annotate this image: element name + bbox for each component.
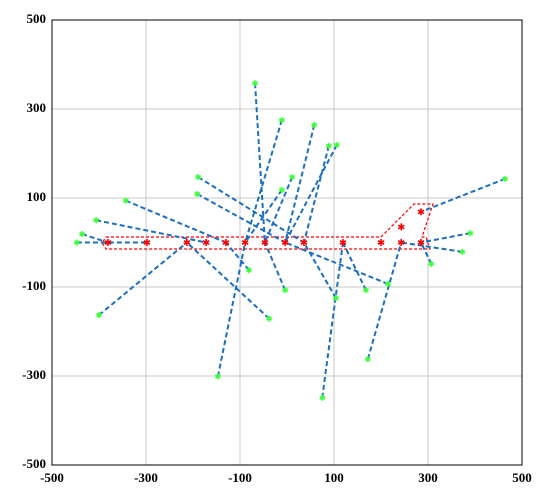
target-point [194, 190, 201, 197]
link-line [284, 144, 338, 243]
link-line [401, 241, 463, 253]
target-point [362, 287, 369, 294]
target-point [325, 142, 332, 149]
target-point [266, 315, 273, 322]
target-point [502, 175, 509, 182]
link-line [321, 242, 344, 398]
robot-point [261, 239, 269, 246]
target-point [252, 80, 259, 87]
link-line [263, 242, 287, 291]
x-tick-label: 500 [512, 470, 532, 485]
link-line [216, 242, 247, 377]
target-point [214, 373, 221, 380]
formation-outline [101, 203, 434, 250]
link-line [186, 241, 270, 320]
target-point [467, 230, 474, 237]
robot-point [143, 239, 151, 246]
y-tick-label: 100 [27, 189, 47, 204]
y-tick-label: -100 [22, 278, 46, 293]
marks [73, 80, 509, 401]
robot-point [417, 208, 425, 216]
link-line [420, 232, 471, 244]
link-line [244, 119, 283, 243]
link-line [284, 241, 389, 285]
target-point [332, 295, 339, 302]
target-point [73, 239, 80, 246]
target-point [319, 394, 326, 401]
link-line [302, 145, 330, 243]
link-line [303, 242, 337, 299]
target-point [459, 248, 466, 255]
target-point [96, 312, 102, 319]
link-line [81, 233, 109, 244]
robot-point [417, 239, 425, 246]
link-line [98, 241, 188, 316]
robot-point [183, 239, 191, 246]
target-point [428, 260, 435, 267]
robot-point [222, 239, 230, 246]
link-line [342, 242, 367, 291]
x-tick-label: -500 [40, 470, 64, 485]
target-point [79, 231, 86, 238]
link-line [95, 219, 207, 244]
link-line [366, 242, 403, 360]
link-line [225, 241, 250, 271]
x-tick-label: -300 [134, 470, 158, 485]
y-tick-label: 300 [27, 100, 47, 115]
x-tick-label: 300 [418, 470, 438, 485]
robot-point [281, 239, 289, 246]
target-point [245, 267, 252, 274]
robot-point [202, 239, 210, 246]
target-point [93, 217, 100, 224]
target-point [364, 356, 371, 363]
x-tick-label: 100 [324, 470, 344, 485]
robot-point [397, 239, 405, 246]
x-tick-label: -100 [228, 470, 252, 485]
target-point [289, 174, 296, 181]
robot-point [397, 223, 405, 231]
link-line [284, 124, 316, 243]
link-line [244, 189, 283, 244]
link-line [420, 177, 506, 213]
target-point [278, 117, 285, 124]
y-tick-label: -300 [22, 367, 46, 382]
target-point [195, 174, 202, 181]
target-point [385, 280, 392, 287]
target-point [311, 122, 318, 129]
robot-point [104, 239, 112, 246]
plot-frame [51, 19, 523, 466]
link-line [254, 83, 266, 243]
link-line [125, 199, 227, 244]
robot-point [339, 239, 347, 246]
target-point [282, 287, 289, 294]
robot-point [241, 239, 249, 246]
robot-point [377, 239, 385, 246]
robot-point [300, 239, 308, 246]
link-line [196, 193, 286, 244]
target-point [333, 142, 340, 149]
y-tick-label: -500 [22, 456, 46, 471]
target-point [122, 197, 129, 204]
y-tick-label: 500 [27, 11, 47, 26]
link-line [263, 176, 294, 243]
link-line [197, 176, 305, 244]
target-point [278, 186, 285, 193]
